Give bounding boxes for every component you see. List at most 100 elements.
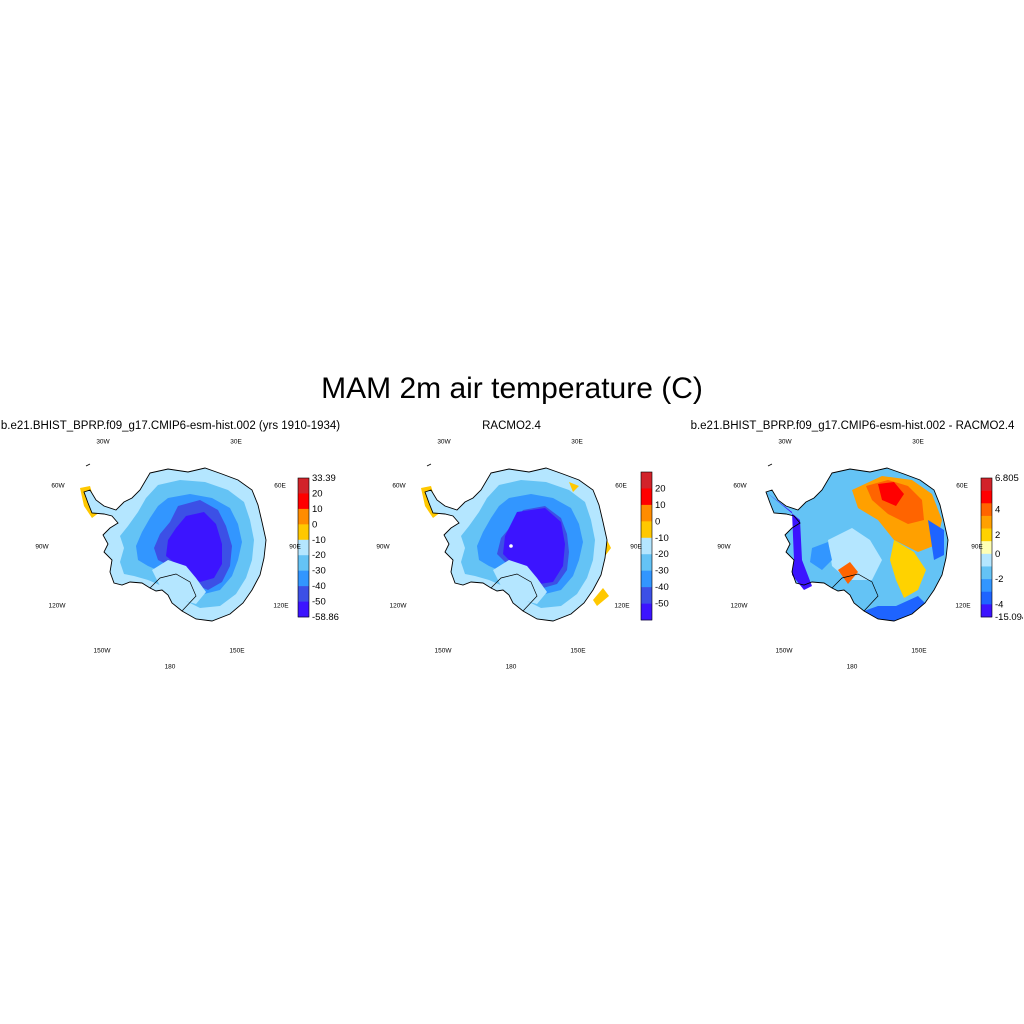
colorbar-swatch [981, 579, 992, 593]
longitude-label: 150W [93, 647, 111, 655]
colorbar-label: -20 [312, 550, 326, 561]
colorbar-swatch [298, 555, 309, 571]
panel-model: b.e21.BHIST_BPRP.f09_g17.CMIP6-esm-hist.… [0, 418, 341, 688]
colorbar-swatch [641, 587, 652, 604]
colorbar-swatch [981, 566, 992, 580]
shade-level [766, 492, 812, 590]
longitude-label: 60E [615, 482, 627, 490]
colorbar-label: -15.094 [995, 612, 1023, 623]
colorbar-swatch [298, 508, 309, 525]
colorbar-swatch [981, 478, 992, 491]
colorbar-swatch [641, 472, 652, 489]
longitude-label: 60W [733, 482, 747, 490]
colorbar-label: -10 [312, 535, 326, 546]
longitude-label: 60W [392, 482, 406, 490]
shade-level [828, 528, 882, 580]
colorbar-swatch [981, 528, 992, 542]
colorbar-label: -50 [312, 597, 326, 608]
field-shading [766, 468, 948, 621]
colorbar-swatch [981, 604, 992, 618]
warm-fringe [593, 588, 609, 606]
ice-shelf-shading [152, 560, 206, 604]
longitude-label: 60E [274, 482, 286, 490]
colorbar-label: 4 [995, 505, 1000, 516]
colorbar-swatch [298, 478, 309, 494]
longitude-label: 120E [955, 602, 971, 610]
longitude-label: 150E [570, 647, 586, 655]
coastline [765, 467, 949, 622]
longitude-label: 90W [35, 543, 49, 551]
colorbar-swatch [981, 591, 992, 605]
panel-racmo: RACMO2.4 20 10 0 -10 -20 -30 -40 -50 30W 30E 60W 60… [341, 418, 682, 688]
longitude-label: 180 [164, 663, 176, 671]
colorbar-label: -2 [995, 574, 1003, 585]
colorbar-swatch [641, 537, 652, 555]
colorbar-label: -20 [655, 549, 669, 560]
colorbar-label: -10 [655, 533, 669, 544]
colorbar-swatch [298, 601, 309, 618]
longitude-label: 120E [614, 602, 630, 610]
ice-shelf-shading [493, 560, 547, 604]
colorbar-label: -30 [312, 566, 326, 577]
colorbar-swatch [641, 521, 652, 539]
colorbar-label: -40 [655, 582, 669, 593]
colorbar-label: 0 [995, 549, 1000, 560]
colorbar-swatch [298, 586, 309, 602]
shade-level [810, 542, 832, 570]
colorbar-label: 6.805 [995, 473, 1019, 484]
shade-level [878, 482, 904, 506]
coastline [424, 467, 608, 622]
coastline [83, 467, 267, 622]
longitude-label: 90E [971, 543, 983, 551]
colorbar: 6.805 4 2 0 -2 -4 -15.094 [980, 473, 1023, 623]
longitude-label: 30E [912, 438, 924, 446]
panel-title: b.e21.BHIST_BPRP.f09_g17.CMIP6-esm-hist.… [690, 420, 1015, 432]
longitude-label: 180 [505, 663, 517, 671]
colorbar-swatch [981, 490, 992, 504]
field-shading [80, 468, 266, 621]
grounding-line [149, 573, 197, 612]
colorbar-label: 0 [655, 516, 660, 527]
longitude-label: 120E [273, 602, 289, 610]
antarctica-map: 20 10 0 -10 -20 -30 -40 -50 [421, 463, 669, 622]
grounding-line [490, 573, 538, 612]
colorbar-swatch [641, 488, 652, 506]
longitude-label: 150W [775, 647, 793, 655]
colorbar-label: -40 [312, 581, 326, 592]
longitude-label: 90W [717, 543, 731, 551]
shade-level [928, 520, 944, 560]
colorbar-swatch [981, 515, 992, 529]
longitude-label: 90E [630, 543, 642, 551]
field-shading [421, 468, 611, 621]
longitude-label: 60E [956, 482, 968, 490]
colorbar-swatch [981, 553, 992, 567]
colorbar-swatch [298, 539, 309, 556]
colorbar-label: 10 [655, 500, 666, 511]
longitude-label: 30W [437, 438, 451, 446]
colorbar-label: 33.39 [312, 473, 336, 484]
colorbar-swatch [298, 524, 309, 541]
panel-title: b.e21.BHIST_BPRP.f09_g17.CMIP6-esm-hist.… [0, 420, 341, 432]
colorbar-label: 20 [655, 483, 666, 494]
panel-difference: b.e21.BHIST_BPRP.f09_g17.CMIP6-esm-hist.… [682, 418, 1023, 688]
panel-title: RACMO2.4 [482, 420, 541, 432]
longitude-label: 150E [911, 647, 927, 655]
colorbar-label: 0 [312, 519, 317, 530]
longitude-label: 180 [846, 663, 858, 671]
longitude-label: 150E [229, 647, 245, 655]
longitude-label: 120W [48, 602, 66, 610]
colorbar-swatch [641, 554, 652, 571]
figure-title: MAM 2m air temperature (C) [321, 372, 703, 405]
antarctica-map: 33.39 20 10 0 -10 -20 -30 -40 -50 -58.86 [80, 463, 339, 623]
colorbar-swatch [298, 570, 309, 587]
colorbar-frame [980, 477, 993, 618]
colorbar-label: -58.86 [312, 612, 339, 623]
longitude-label: 30W [778, 438, 792, 446]
colorbar-label: -30 [655, 566, 669, 577]
colorbar-swatch [641, 504, 652, 522]
coastline-fragment [426, 463, 432, 467]
colorbar: 20 10 0 -10 -20 -30 -40 -50 [640, 471, 669, 621]
colorbar-swatch [981, 541, 992, 555]
longitude-label: 30W [96, 438, 110, 446]
